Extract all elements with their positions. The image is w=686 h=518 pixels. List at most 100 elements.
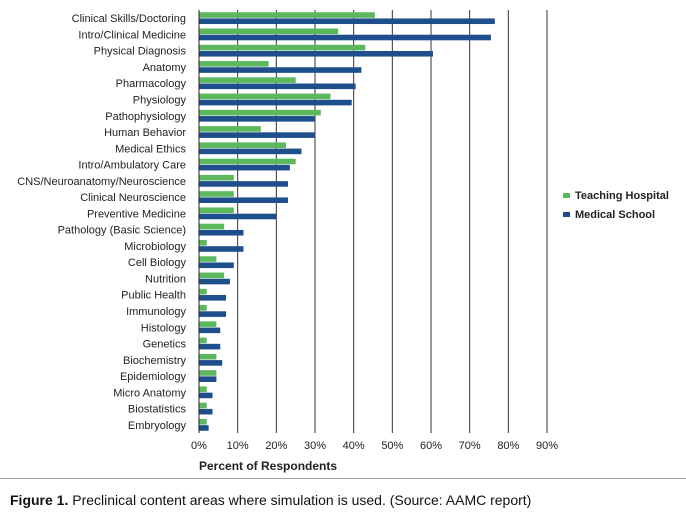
legend-label: Medical School — [575, 209, 655, 221]
bar-teaching-hospital — [199, 402, 207, 409]
bar-medical-school — [199, 18, 495, 25]
category-label: Intro/Clinical Medicine — [78, 29, 186, 41]
x-tick-label: 90% — [536, 440, 558, 452]
bar-medical-school — [199, 246, 244, 252]
category-label: Embryology — [128, 420, 187, 432]
bar-teaching-hospital — [199, 386, 207, 393]
category-label: Pathophysiology — [105, 111, 186, 123]
bar-medical-school — [199, 116, 315, 122]
category-label: Biostatistics — [128, 404, 187, 416]
x-tick-label: 20% — [265, 440, 287, 452]
category-label: Clinical Skills/Doctoring — [72, 13, 186, 25]
legend: Teaching Hospital Medical School — [563, 190, 669, 221]
category-label: Immunology — [126, 306, 186, 318]
category-label: Epidemiology — [120, 371, 187, 383]
bar-medical-school — [199, 327, 221, 334]
gridlines — [237, 10, 548, 433]
bar-teaching-hospital — [199, 240, 207, 246]
x-tick-label: 70% — [459, 440, 481, 452]
bar-teaching-hospital — [199, 191, 234, 197]
bar-teaching-hospital — [199, 370, 217, 376]
bar-teaching-hospital — [199, 174, 234, 181]
bar-teaching-hospital — [199, 256, 217, 262]
bar-teaching-hospital — [199, 93, 331, 100]
category-label: Microbiology — [124, 241, 186, 253]
bar-medical-school — [199, 164, 290, 171]
bar-medical-school — [199, 148, 302, 155]
bar-teaching-hospital — [199, 158, 296, 165]
legend-label: Teaching Hospital — [575, 190, 669, 202]
bar-teaching-hospital — [199, 109, 321, 116]
bar-teaching-hospital — [199, 337, 207, 344]
bar-teaching-hospital — [199, 207, 234, 214]
bar-medical-school — [199, 229, 244, 236]
figure-caption: Figure 1. Preclinical content areas wher… — [10, 492, 531, 508]
bar-teaching-hospital — [199, 288, 207, 295]
category-label: Nutrition — [145, 273, 186, 285]
bar-teaching-hospital — [199, 223, 225, 230]
category-label: Biochemistry — [123, 355, 186, 367]
x-tick-label: 60% — [420, 440, 442, 452]
bar-medical-school — [199, 262, 234, 269]
category-label: Cell Biology — [128, 257, 187, 269]
x-tick-labels: 0% 10% 20% 30% 40% 50% 60% 70% 80% 90% — [191, 440, 558, 452]
legend-swatch — [563, 193, 570, 198]
bar-teaching-hospital — [199, 61, 269, 67]
bar-medical-school — [199, 132, 315, 138]
x-tick-label: 40% — [343, 440, 365, 452]
bar-teaching-hospital — [199, 272, 225, 279]
caption-label: Figure 1. — [10, 492, 69, 508]
bar-medical-school — [199, 343, 221, 350]
bar-medical-school — [199, 83, 356, 90]
category-label: Physiology — [133, 94, 187, 106]
x-axis-title: Percent of Respondents — [199, 459, 337, 473]
bar-teaching-hospital — [199, 305, 207, 311]
bar-medical-school — [199, 197, 288, 203]
bar-teaching-hospital — [199, 12, 375, 18]
bar-teaching-hospital — [199, 353, 217, 360]
bar-teaching-hospital — [199, 126, 261, 132]
x-tick-label: 0% — [191, 440, 207, 452]
bars — [199, 12, 495, 431]
category-label: Pharmacology — [116, 78, 187, 90]
bar-teaching-hospital — [199, 77, 296, 83]
x-tick-label: 10% — [227, 440, 249, 452]
bar-medical-school — [199, 392, 213, 399]
bar-chart: Clinical Skills/Doctoring Intro/Clinical … — [17, 10, 669, 473]
category-label: Micro Anatomy — [113, 387, 186, 399]
caption-text: Preclinical content areas where simulati… — [68, 492, 532, 508]
x-tick-label: 30% — [304, 440, 326, 452]
x-tick-label: 80% — [497, 440, 519, 452]
bar-teaching-hospital — [199, 142, 286, 148]
x-tick-label: 50% — [381, 440, 403, 452]
bar-teaching-hospital — [199, 44, 366, 51]
bar-medical-school — [199, 408, 213, 415]
bar-medical-school — [199, 278, 230, 285]
category-label: Human Behavior — [104, 127, 186, 139]
bar-teaching-hospital — [199, 321, 217, 327]
bar-medical-school — [199, 67, 362, 73]
bar-medical-school — [199, 213, 277, 220]
category-label: Medical Ethics — [115, 143, 186, 155]
category-label: Anatomy — [143, 62, 187, 74]
category-label: Clinical Neuroscience — [80, 192, 186, 204]
bar-medical-school — [199, 376, 217, 382]
category-label: Intro/Ambulatory Care — [78, 160, 186, 172]
bar-medical-school — [199, 295, 227, 301]
bar-teaching-hospital — [199, 28, 339, 35]
category-label: Physical Diagnosis — [94, 46, 187, 58]
bar-medical-school — [199, 50, 433, 57]
bar-medical-school — [199, 34, 491, 41]
legend-swatch — [563, 212, 570, 217]
category-label: Preventive Medicine — [87, 208, 186, 220]
category-label: CNS/Neuroanatomy/Neuroscience — [17, 176, 186, 188]
caption-divider — [0, 478, 686, 479]
category-label: Public Health — [121, 290, 186, 302]
category-labels: Clinical Skills/Doctoring Intro/Clinical … — [17, 13, 186, 432]
bar-medical-school — [199, 425, 209, 431]
bar-medical-school — [199, 181, 288, 187]
bar-medical-school — [199, 360, 223, 366]
bar-medical-school — [199, 99, 352, 106]
bar-teaching-hospital — [199, 418, 207, 425]
category-label: Pathology (Basic Science) — [58, 225, 186, 237]
